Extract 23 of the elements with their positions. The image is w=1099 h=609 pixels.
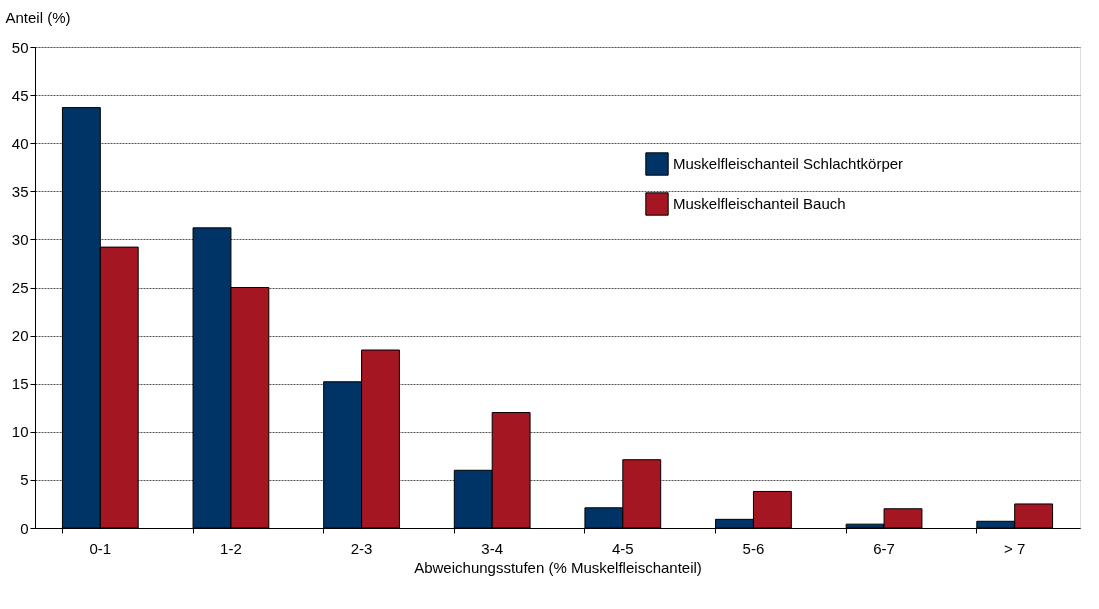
legend-label: Muskelfleischanteil Schlachtkörper xyxy=(673,155,904,172)
y-tick-label: 35 xyxy=(11,182,29,200)
x-tick-label: 6-7 xyxy=(873,539,895,557)
x-tick-label: 4-5 xyxy=(611,539,634,557)
y-tick-label: 0 xyxy=(20,519,29,537)
y-tick-label: 20 xyxy=(11,327,29,345)
x-tick-label: 2-3 xyxy=(350,539,373,557)
x-tick-label: 1-2 xyxy=(220,539,242,557)
y-axis-title: Anteil (%) xyxy=(5,8,71,26)
x-tick-label: > 7 xyxy=(1004,539,1026,557)
y-tick-label: 15 xyxy=(11,375,29,393)
y-tick-label: 25 xyxy=(11,279,29,296)
y-tick-label: 50 xyxy=(11,38,29,56)
y-tick-label: 30 xyxy=(11,230,29,248)
x-tick-label: 5-6 xyxy=(742,539,765,557)
y-tick-label: 45 xyxy=(11,86,29,104)
legend-label: Muskelfleischanteil Bauch xyxy=(673,195,846,212)
y-tick-label: 40 xyxy=(11,134,29,152)
y-tick-label: 10 xyxy=(11,423,29,441)
x-axis-title: Abweichungsstufen (% Muskelfleischanteil) xyxy=(414,558,702,576)
y-tick-label: 5 xyxy=(20,471,29,489)
x-tick-label: 3-4 xyxy=(481,539,504,557)
x-tick-label: 0-1 xyxy=(89,539,112,557)
